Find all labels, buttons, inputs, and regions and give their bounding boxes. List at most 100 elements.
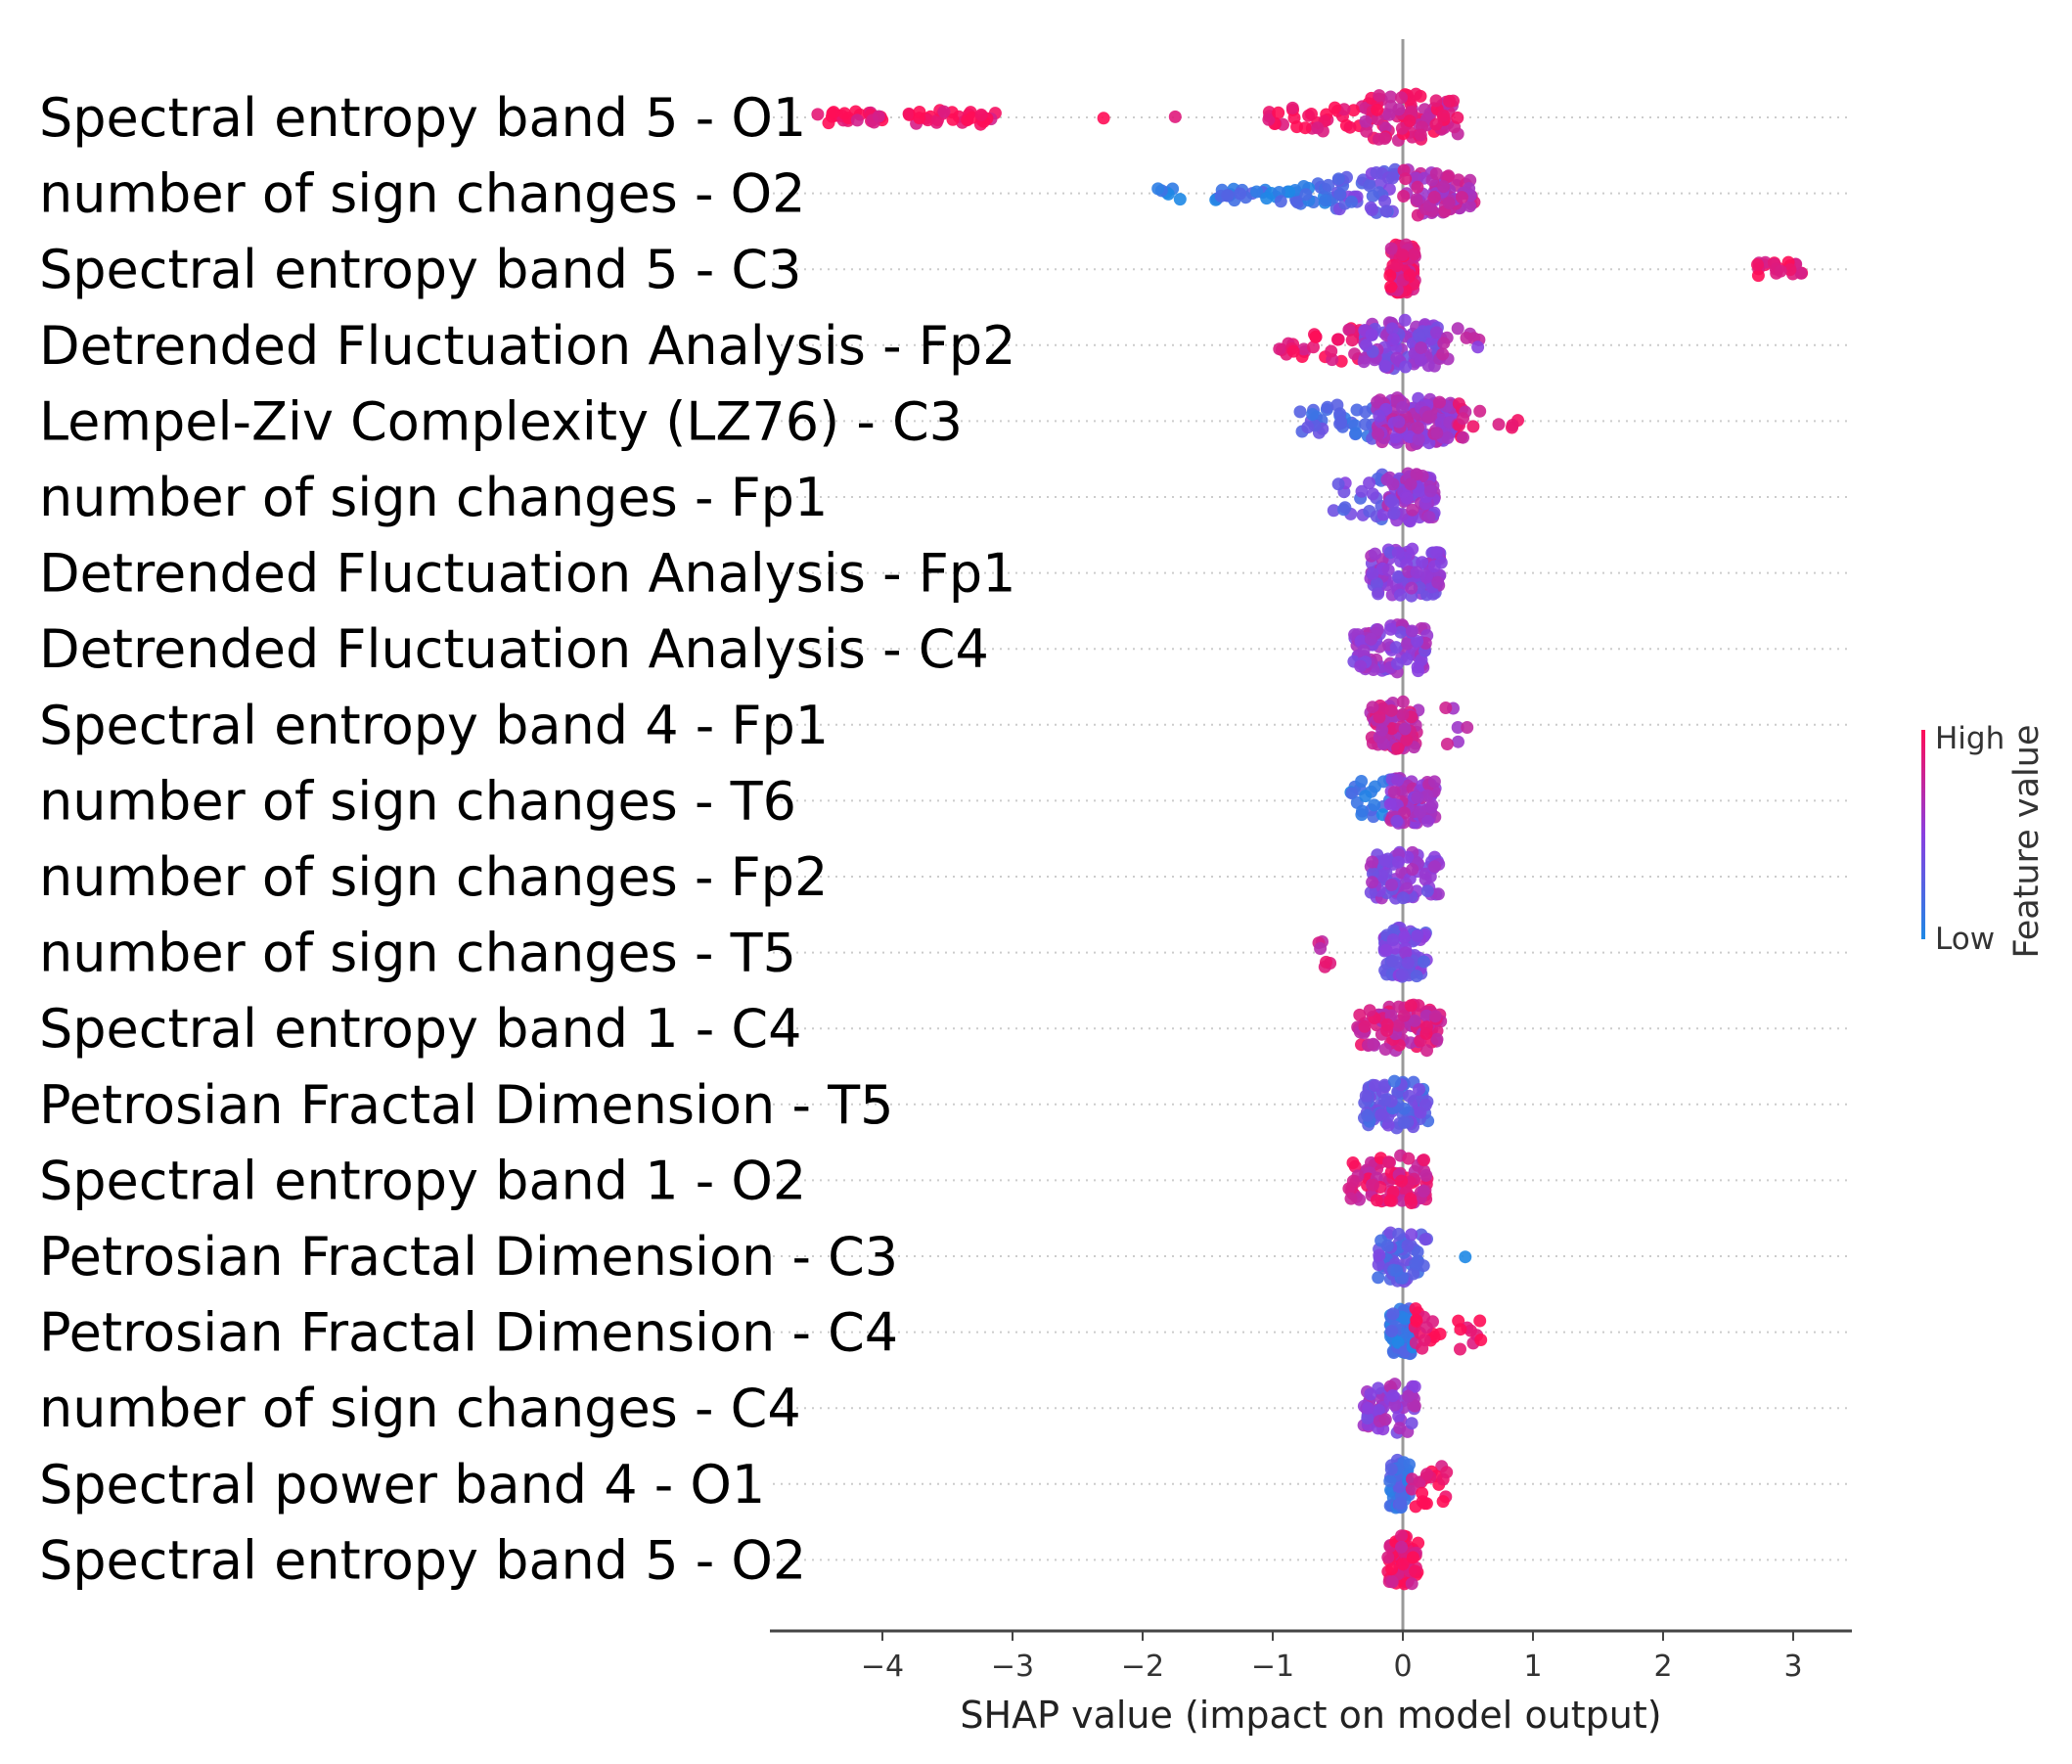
shap-point [1392, 1227, 1406, 1241]
shap-point [1400, 882, 1414, 895]
shap-point [1283, 185, 1295, 199]
shap-point [1380, 1239, 1394, 1252]
shap-point [1384, 280, 1398, 294]
shap-point [1412, 1536, 1425, 1550]
shap-point [1416, 556, 1429, 569]
x-tick-label: −2 [1121, 1650, 1164, 1684]
feature-label: Spectral entropy band 4 - Fp1 [39, 695, 829, 756]
shap-point [1413, 1083, 1425, 1096]
feature-label: Spectral entropy band 5 - O2 [39, 1529, 806, 1591]
shap-point [1360, 339, 1373, 352]
shap-point [1402, 1389, 1416, 1403]
shap-point [1408, 1014, 1421, 1027]
shap-point [1409, 1257, 1422, 1271]
shap-point [1329, 101, 1341, 114]
shap-point [1408, 248, 1421, 261]
shap-point [1441, 431, 1455, 444]
shap-point [1434, 556, 1448, 569]
x-tick-label: 0 [1393, 1650, 1412, 1684]
shap-point [1385, 722, 1399, 736]
shap-point [1430, 1032, 1444, 1046]
shap-point [1365, 1155, 1377, 1169]
feature-label: Petrosian Fractal Dimension - C3 [39, 1226, 898, 1288]
shap-point [1363, 1004, 1376, 1018]
shap-point [1405, 1417, 1419, 1430]
shap-point [1414, 128, 1427, 142]
shap-point [1454, 1342, 1466, 1356]
shap-point [1405, 1577, 1419, 1591]
feature-label: Spectral entropy band 1 - C4 [39, 998, 801, 1060]
shap-point [1411, 634, 1424, 648]
shap-point [1383, 797, 1397, 811]
shap-point [1418, 955, 1430, 969]
shap-point [1431, 575, 1445, 589]
shap-point [1391, 773, 1405, 787]
shap-point [1451, 322, 1464, 336]
shap-point [1371, 395, 1384, 409]
shap-point [1442, 197, 1456, 209]
shap-point [1437, 337, 1451, 350]
shap-point [1314, 942, 1328, 955]
shap-point [1409, 1302, 1422, 1316]
shap-point [1372, 428, 1385, 441]
shap-point [1405, 1472, 1419, 1486]
shap-point [1396, 891, 1410, 905]
shap-point [1460, 331, 1473, 344]
shap-point [1492, 418, 1506, 431]
x-axis: −4 −3 −2 −1 0 1 2 3 [770, 1629, 1852, 1684]
shap-point [1097, 112, 1110, 125]
shap-point [1374, 1108, 1388, 1121]
shap-point [1420, 789, 1434, 802]
shap-point [1391, 1335, 1405, 1349]
shap-point [1359, 1089, 1373, 1103]
shap-point [1391, 1018, 1405, 1032]
shap-point [1429, 167, 1443, 180]
shap-point [1400, 733, 1414, 746]
shap-point [1774, 264, 1787, 278]
shap-point [1392, 103, 1406, 116]
shap-point [1421, 814, 1434, 828]
shap-point [1393, 1422, 1407, 1435]
shap-point [913, 106, 926, 118]
shap-point [1274, 195, 1287, 208]
shap-point [1401, 956, 1415, 970]
shap-point [1373, 1248, 1386, 1262]
shap-point [1378, 1043, 1392, 1056]
shap-point [1397, 1115, 1411, 1129]
shap-point [1359, 405, 1373, 419]
shap-point [1221, 189, 1235, 203]
shap-point [1366, 487, 1379, 501]
x-tick-label: −3 [991, 1650, 1034, 1684]
shap-point [1370, 1194, 1383, 1207]
shap-point [1384, 242, 1398, 255]
shap-point [1371, 103, 1384, 116]
shap-point [1422, 511, 1436, 524]
shap-point [1394, 625, 1408, 639]
shap-point [1250, 185, 1263, 199]
shap-point [1364, 885, 1377, 899]
shap-point [1361, 1412, 1374, 1425]
shap-point [1410, 1313, 1423, 1327]
feature-label: number of sign changes - Fp2 [39, 846, 828, 908]
shap-point [1783, 263, 1797, 277]
shap-point [1441, 170, 1455, 184]
shap-point [1466, 420, 1480, 433]
shap-point [1357, 355, 1371, 369]
shap-point [1427, 775, 1441, 789]
shap-point [1406, 1551, 1419, 1564]
shap-point [1382, 108, 1396, 121]
shap-point [1436, 347, 1450, 361]
shap-point [1410, 565, 1423, 579]
shap-point [1384, 622, 1397, 636]
feature-label: Spectral entropy band 5 - C3 [39, 239, 801, 300]
shap-point [1378, 121, 1392, 135]
shap-point [1381, 564, 1395, 577]
shap-point [1403, 114, 1417, 128]
shap-point [850, 113, 864, 127]
shap-point [1410, 970, 1423, 983]
shap-point [811, 108, 825, 121]
shap-point [1506, 419, 1519, 431]
shap-point [1390, 1264, 1404, 1278]
shap-point [1355, 484, 1369, 498]
shap-point [1334, 415, 1348, 429]
